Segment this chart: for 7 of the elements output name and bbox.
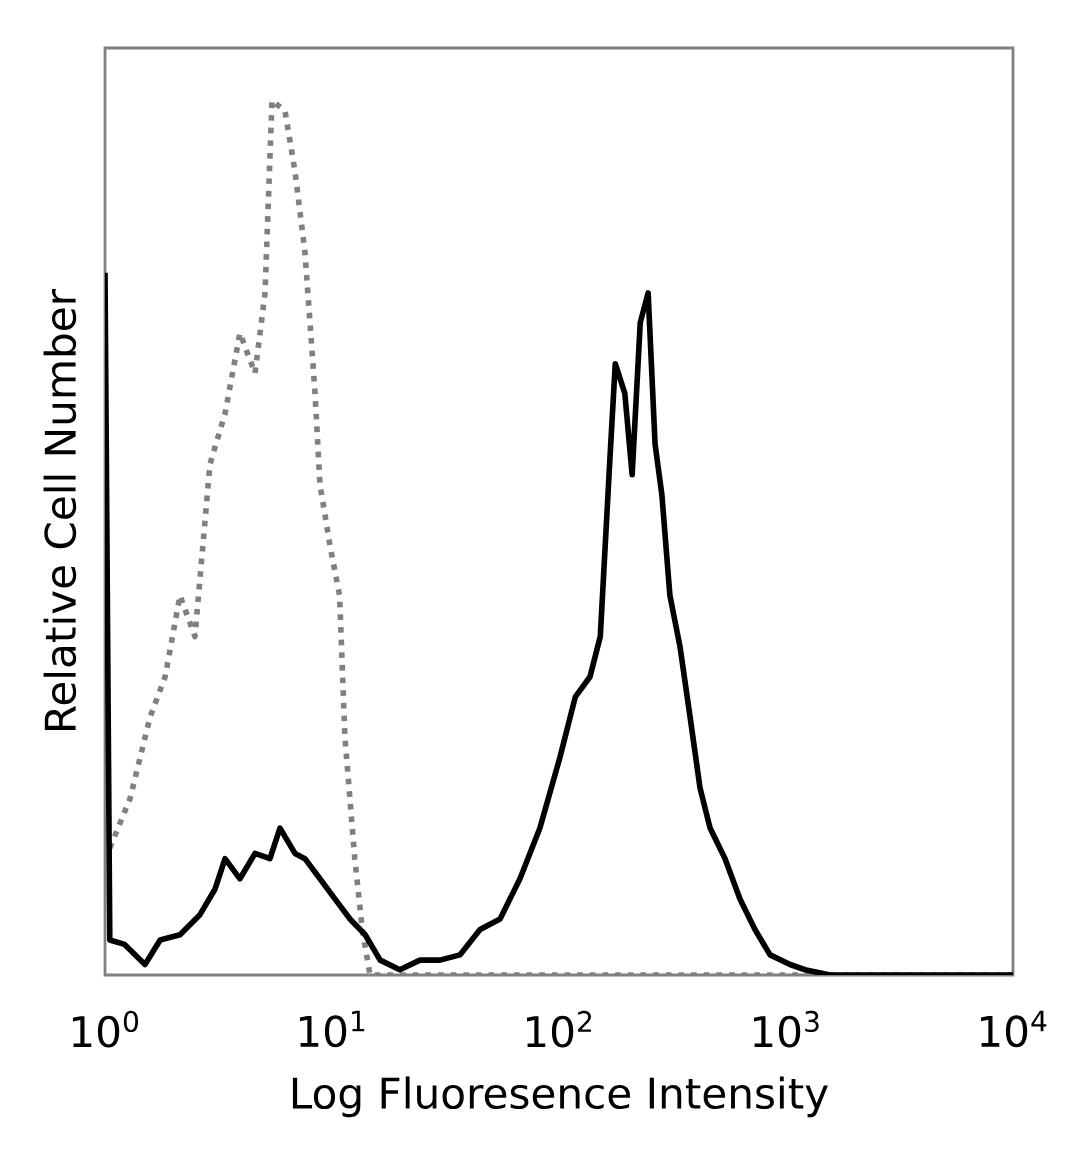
x-tick-label: 10$^{4}$ — [980, 1010, 1047, 1048]
x-tick-label: 10$^{3}$ — [753, 1010, 819, 1048]
y-axis-title: Relative Cell Number — [43, 288, 77, 730]
x-tick-label: 10$^{1}$ — [299, 1010, 365, 1048]
x-tick-label: 10$^{0}$ — [72, 1010, 139, 1048]
x-tick-label: 10$^{2}$ — [526, 1010, 592, 1048]
x-axis-title: Log Fluoresence Intensity — [292, 1076, 828, 1118]
